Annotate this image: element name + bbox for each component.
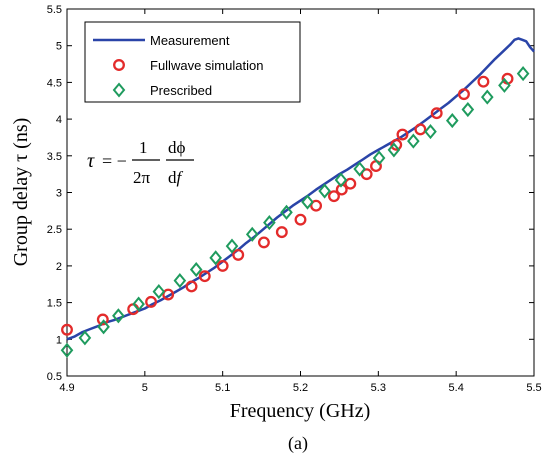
fullwave-point	[477, 75, 490, 88]
prescribed-point	[387, 142, 401, 158]
fullwave-point	[257, 236, 270, 249]
x-tick-label: 5.2	[293, 382, 308, 394]
fullwave-point	[96, 313, 109, 326]
fullwave-point	[185, 280, 198, 293]
x-tick-label: 5.4	[449, 382, 464, 394]
formula-annotation: τ = − 1 2π dϕ df	[87, 138, 194, 187]
legend-label-prescribed: Prescribed	[150, 83, 212, 98]
fullwave-point	[396, 128, 409, 141]
plot-series	[60, 37, 535, 358]
x-tick-label: 5.3	[371, 382, 386, 394]
fullwave-point	[458, 88, 470, 101]
prescribed-point	[60, 342, 74, 358]
fullwave-point	[61, 323, 73, 336]
prescribed-point	[301, 194, 314, 210]
legend-circle-symbol	[113, 59, 125, 71]
y-tick-label: 0.5	[47, 371, 62, 383]
fullwave-point	[216, 259, 229, 272]
y-tick-label: 2	[56, 261, 62, 273]
prescribed-point	[480, 89, 494, 105]
y-tick-label: 1	[56, 334, 62, 346]
prescribed-point	[189, 262, 203, 278]
y-axis-label: Group delay τ (ns)	[10, 118, 32, 267]
fullwave-point	[275, 226, 288, 239]
y-tick-label: 4.5	[47, 77, 62, 89]
fullwave-point	[198, 270, 211, 283]
prescribed-point	[372, 150, 386, 166]
prescribed-point	[353, 161, 366, 177]
prescribed-point	[112, 308, 125, 324]
prescribed-point	[132, 296, 145, 312]
prescribed-point	[209, 250, 222, 266]
legend-label-measurement: Measurement	[150, 33, 230, 48]
y-tick-label: 2.5	[47, 224, 62, 236]
legend-label-fullwave: Fullwave simulation	[150, 58, 263, 73]
y-tick-label: 3.5	[47, 151, 62, 163]
y-tick-label: 4	[56, 114, 62, 126]
prescribed-point	[461, 101, 475, 118]
fullwave-point	[344, 177, 357, 190]
prescribed-point	[407, 133, 420, 149]
x-tick-label: 5.1	[215, 382, 230, 394]
fullwave-point	[232, 248, 245, 261]
prescribed-point	[263, 215, 276, 231]
formula-df: df	[168, 168, 184, 187]
legend-diamond-symbol	[112, 82, 126, 98]
prescribed-point	[498, 77, 511, 93]
legend-box	[84, 21, 301, 103]
x-tick-label: 4.9	[59, 382, 74, 394]
fullwave-point	[162, 288, 175, 301]
fullwave-point	[390, 138, 403, 151]
y-tick-label: 5	[56, 41, 62, 53]
figure-caption: (a)	[288, 433, 308, 454]
formula-numerator: 1	[139, 138, 148, 157]
prescribed-point	[318, 183, 331, 199]
y-tick-label: 1.5	[47, 298, 62, 310]
fullwave-point	[328, 190, 340, 203]
y-tick-label: 3	[56, 188, 62, 200]
prescribed-point	[173, 273, 187, 289]
prescribed-point	[245, 226, 259, 242]
prescribed-point	[97, 319, 110, 335]
y-tick-label: 5.5	[47, 4, 62, 16]
fullwave-point	[145, 295, 158, 308]
axis-ticks: 4.9 5 5.1 5.2 5.3 5.4 5.5 0.5 1 1.5 2 2.5 3 3.5 4 4.5 5 5…	[47, 4, 542, 394]
fullwave-point	[414, 123, 427, 136]
fullwave-point	[360, 168, 373, 181]
prescribed-point	[280, 204, 293, 220]
prescribed-point	[424, 124, 437, 140]
fullwave-point	[430, 107, 443, 120]
prescribed-point	[445, 113, 459, 129]
formula-2pi: 2π	[133, 168, 151, 187]
fullwave-point	[310, 199, 323, 212]
prescribed-point	[516, 66, 530, 82]
prescribed-point	[334, 172, 348, 188]
formula-dphi: dϕ	[168, 138, 186, 157]
x-axis-label: Frequency (GHz)	[230, 400, 371, 422]
x-tick-label: 5	[142, 382, 148, 394]
formula-tau: τ	[87, 150, 95, 172]
prescribed-point	[225, 238, 239, 254]
fullwave-point	[294, 213, 307, 226]
legend: Measurement Fullwave simulation Prescrib…	[84, 21, 301, 103]
prescribed-point	[152, 284, 166, 300]
formula-equals: = −	[102, 151, 127, 171]
x-tick-label: 5.5	[526, 382, 541, 394]
prescribed-point	[78, 330, 92, 346]
